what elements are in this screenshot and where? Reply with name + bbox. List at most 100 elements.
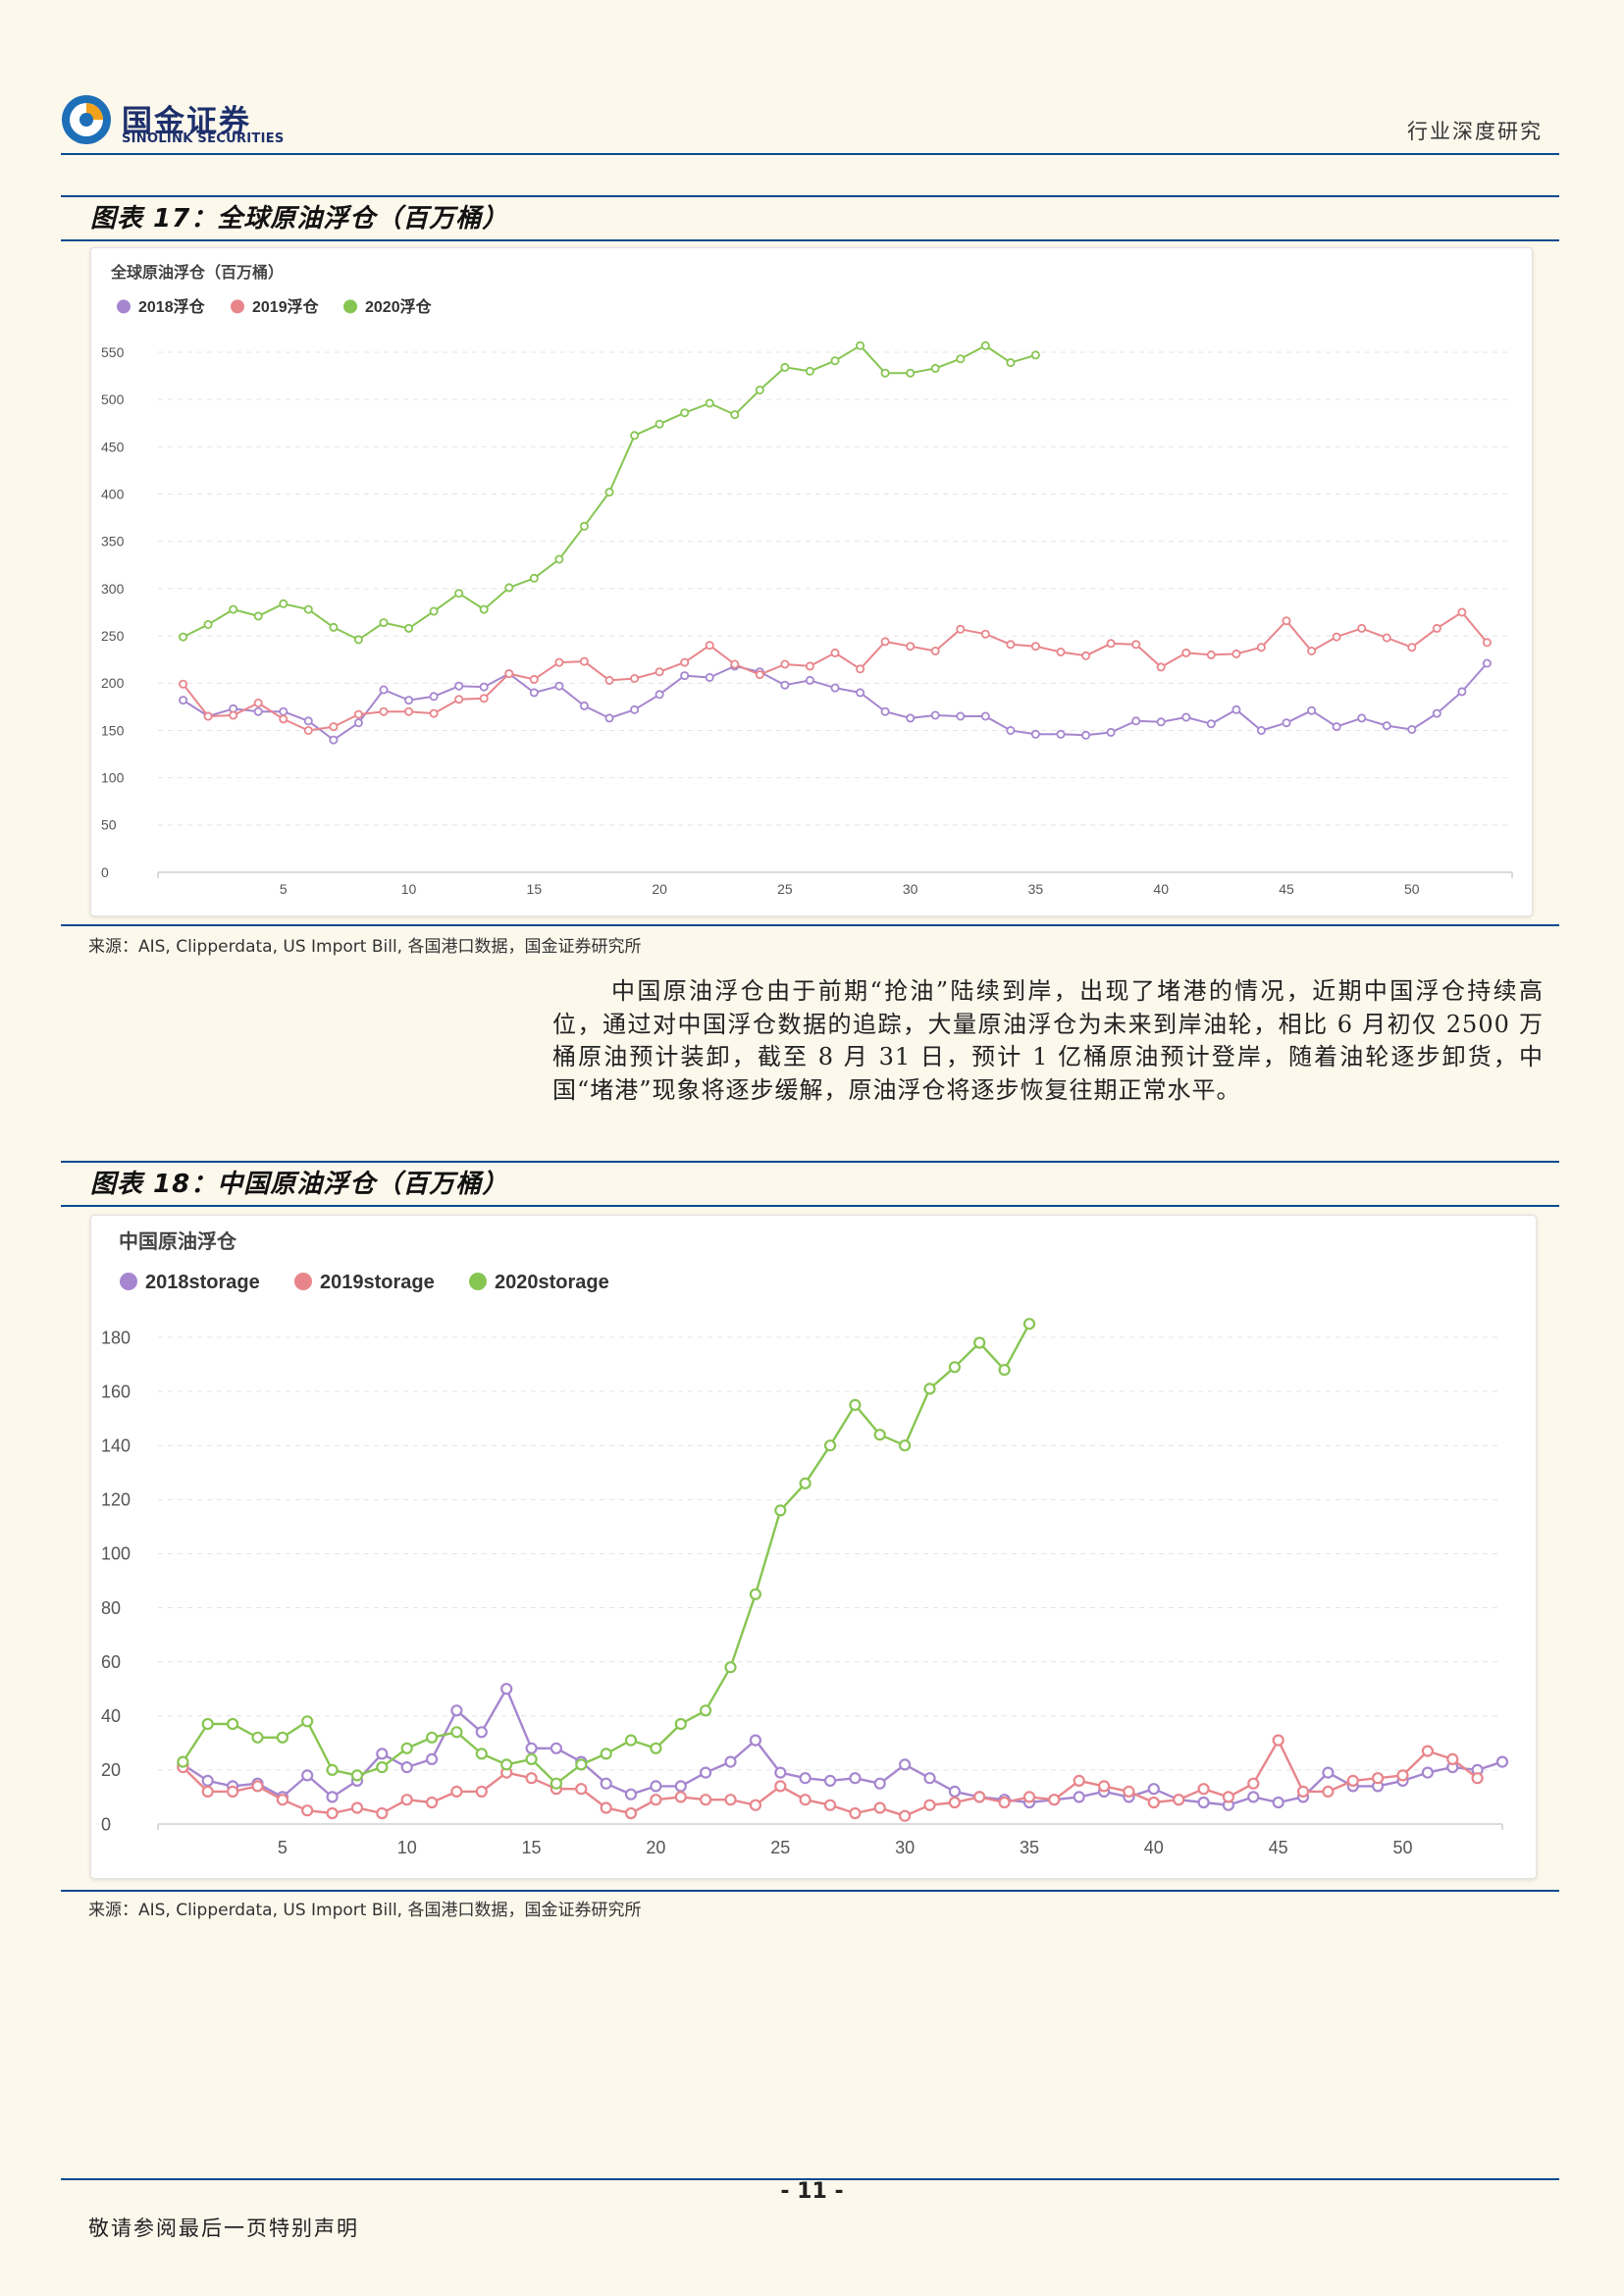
data-point-2019浮仓	[1131, 640, 1141, 650]
y-tick-label: 60	[101, 1652, 121, 1672]
data-point-2018浮仓	[655, 690, 664, 700]
data-point-2018storage	[426, 1752, 439, 1766]
data-point-2019storage	[525, 1772, 538, 1785]
data-point-2019storage	[973, 1791, 986, 1803]
y-tick-label: 100	[101, 770, 125, 786]
data-point-2019浮仓	[930, 646, 940, 655]
data-point-2018storage	[948, 1785, 962, 1799]
data-point-2019浮仓	[730, 659, 740, 669]
data-point-2018storage	[500, 1683, 513, 1696]
y-tick-label: 140	[101, 1436, 131, 1456]
data-point-2020storage	[525, 1752, 538, 1766]
company-logo: 国金证券 SINOLINK SECURITIES	[61, 90, 296, 151]
y-tick-label: 250	[101, 628, 125, 644]
data-point-2018浮仓	[956, 711, 966, 721]
data-point-2020浮仓	[554, 554, 564, 564]
x-tick-label: 5	[280, 881, 288, 897]
data-point-2019浮仓	[755, 670, 764, 680]
data-point-2018浮仓	[1407, 724, 1417, 734]
data-point-2019storage	[350, 1801, 364, 1814]
data-point-2018浮仓	[906, 713, 916, 723]
figure17-chart-panel: 全球原油浮仓（百万桶） 2018浮仓 2019浮仓 2020浮仓 0 50 100 150 20…	[90, 247, 1533, 916]
data-point-2019浮仓	[1357, 623, 1367, 633]
data-point-2019浮仓	[504, 669, 514, 679]
data-point-2019storage	[251, 1780, 264, 1793]
data-point-2020storage	[973, 1336, 986, 1349]
figure18-chart-panel: 中国原油浮仓 2018storage 2019storage 2020storage 0…	[90, 1215, 1537, 1879]
data-point-2019storage	[624, 1806, 638, 1820]
data-point-2018浮仓	[1457, 687, 1467, 697]
data-point-2018浮仓	[279, 706, 288, 716]
data-point-2020storage	[650, 1742, 662, 1754]
figure18-title-rule	[61, 1205, 1559, 1207]
data-point-2020浮仓	[1030, 350, 1040, 360]
data-point-2018浮仓	[1206, 719, 1216, 729]
data-point-2020浮仓	[379, 618, 389, 628]
data-point-2018storage	[898, 1758, 912, 1771]
data-point-2018浮仓	[830, 683, 840, 693]
data-point-2018storage	[1421, 1766, 1435, 1779]
data-point-2019storage	[1272, 1734, 1284, 1747]
data-point-2018浮仓	[529, 688, 539, 698]
data-point-2019浮仓	[906, 642, 916, 652]
data-point-2020浮仓	[630, 431, 640, 441]
data-point-2019storage	[799, 1794, 812, 1806]
y-tick-label: 150	[101, 722, 125, 738]
data-point-2019浮仓	[780, 659, 790, 669]
legend-label-2019storage: 2019storage	[320, 1272, 435, 1293]
data-point-2020storage	[774, 1504, 787, 1517]
data-point-2019浮仓	[379, 706, 389, 716]
figure18-source: 来源：AIS, Clipperdata, US Import Bill, 各国港…	[88, 1901, 642, 1920]
data-point-2018浮仓	[705, 672, 714, 682]
data-point-2020浮仓	[755, 385, 764, 394]
data-point-2018浮仓	[329, 735, 339, 745]
data-point-2020浮仓	[479, 604, 489, 614]
data-point-2020浮仓	[830, 356, 840, 366]
data-point-2019storage	[1197, 1783, 1210, 1796]
data-point-2019浮仓	[454, 695, 464, 704]
data-point-2020storage	[600, 1748, 612, 1760]
data-point-2018storage	[450, 1704, 463, 1717]
data-point-2018浮仓	[1332, 722, 1341, 732]
x-tick-label: 20	[646, 1838, 665, 1857]
data-point-2020storage	[301, 1715, 314, 1728]
legend-marker-2020storage	[469, 1273, 487, 1290]
data-point-2019浮仓	[1056, 647, 1066, 656]
data-point-2019storage	[1247, 1777, 1260, 1790]
x-tick-label: 45	[1279, 881, 1294, 897]
data-point-2019storage	[450, 1785, 463, 1799]
data-point-2019storage	[227, 1785, 239, 1799]
data-point-2019浮仓	[1282, 616, 1291, 626]
data-point-2018浮仓	[1030, 729, 1040, 739]
data-point-2019浮仓	[604, 675, 614, 685]
data-point-2020storage	[799, 1477, 812, 1489]
data-point-2019storage	[674, 1791, 687, 1803]
legend-marker-2019浮仓	[231, 299, 244, 314]
page-number: - 11 -	[780, 2179, 844, 2204]
data-point-2019浮仓	[1156, 662, 1166, 672]
data-point-2020storage	[550, 1777, 562, 1790]
y-tick-label: 200	[101, 675, 125, 691]
data-point-2018storage	[774, 1766, 787, 1779]
legend-marker-2019storage	[294, 1273, 312, 1290]
data-point-2019浮仓	[479, 694, 489, 704]
data-point-2019storage	[1097, 1780, 1111, 1793]
data-point-2019浮仓	[1407, 643, 1417, 652]
data-point-2020浮仓	[705, 398, 714, 408]
data-point-2018storage	[1197, 1796, 1210, 1809]
data-point-2020storage	[177, 1755, 189, 1768]
data-point-2018浮仓	[379, 685, 389, 695]
data-point-2019storage	[1371, 1772, 1385, 1785]
data-point-2018浮仓	[429, 692, 439, 702]
data-point-2019storage	[1073, 1774, 1085, 1788]
data-point-2019storage	[1123, 1785, 1135, 1799]
data-point-2018浮仓	[1081, 730, 1091, 740]
data-point-2019storage	[600, 1801, 612, 1814]
data-point-2019storage	[276, 1794, 288, 1806]
data-point-2018浮仓	[253, 706, 263, 716]
figure18-top-rule	[61, 1161, 1559, 1163]
x-tick-label: 20	[652, 881, 667, 897]
data-point-2019浮仓	[655, 667, 664, 677]
data-point-2018浮仓	[1432, 708, 1441, 718]
y-tick-label: 120	[101, 1490, 131, 1510]
